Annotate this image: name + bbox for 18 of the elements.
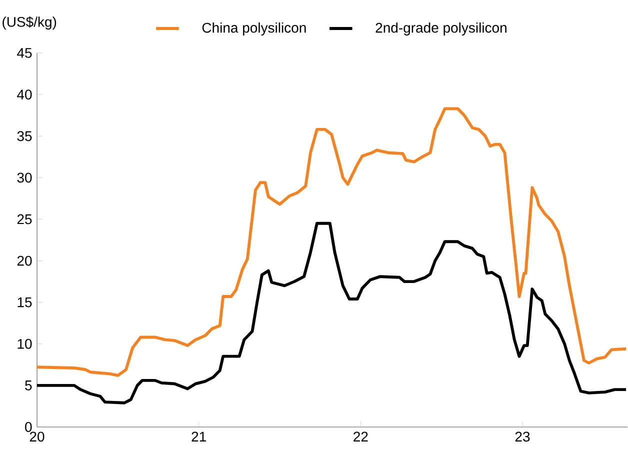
y-tick-label: 20 <box>17 256 32 266</box>
x-tick-label: 21 <box>192 432 206 442</box>
y-tick-label: 15 <box>18 297 32 308</box>
legend-label: China polysilicon <box>202 22 306 36</box>
y-tick-label: 35 <box>17 131 32 142</box>
y-tick-label: 5 <box>25 380 32 390</box>
y-tick-label: 10 <box>18 338 32 349</box>
y-axis-title: (US$/kg) <box>2 16 56 30</box>
y-tick-label: 0 <box>25 422 32 432</box>
line-series <box>36 222 628 404</box>
y-tick-label: 30 <box>17 172 32 183</box>
line-series <box>36 107 628 377</box>
y-tick-label: 40 <box>17 90 32 100</box>
legend-label: 2nd-grade polysilicon <box>376 22 506 36</box>
x-tick-label: 22 <box>354 432 368 442</box>
y-tick-label: 45 <box>17 48 32 58</box>
x-tick-label: 23 <box>515 432 530 442</box>
y-tick-label: 25 <box>17 214 32 224</box>
